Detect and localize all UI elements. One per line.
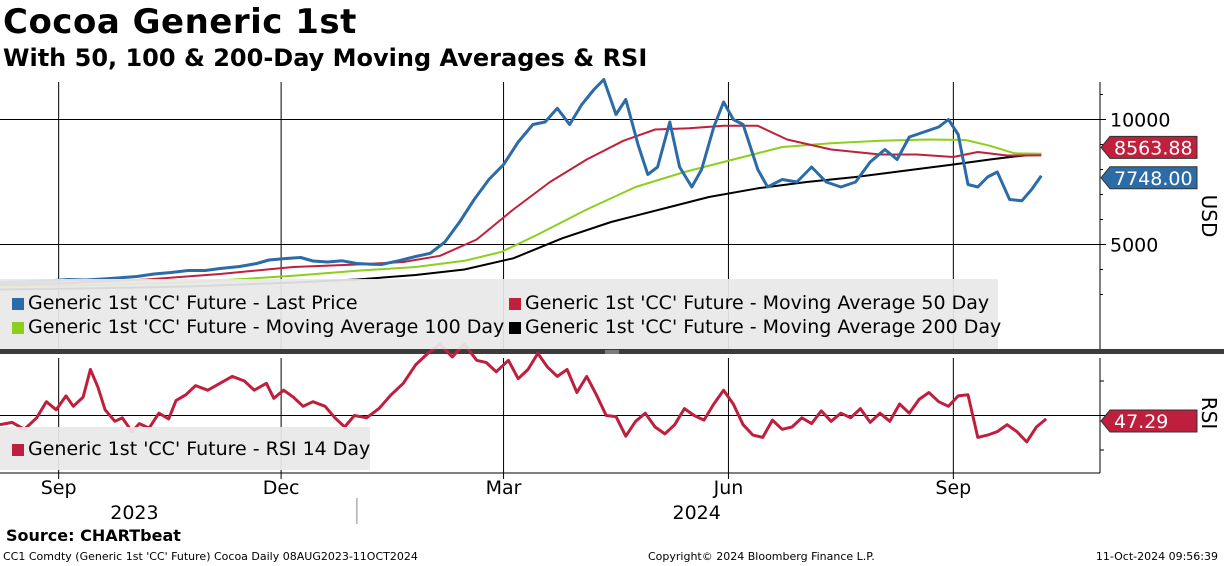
x-month-label-3: Jun bbox=[713, 477, 744, 499]
legend-swatch-ma50 bbox=[509, 298, 521, 310]
x-year-label-1: 2024 bbox=[672, 502, 720, 524]
price-ytick-label-1: 10000 bbox=[1110, 110, 1170, 132]
x-month-label-1: Dec bbox=[263, 477, 300, 499]
legend-item-ma200: Generic 1st 'CC' Future - Moving Average… bbox=[509, 315, 1001, 339]
x-month-label-2: Mar bbox=[486, 477, 522, 499]
legend-item-last: Generic 1st 'CC' Future - Last Price bbox=[12, 291, 358, 315]
value-tag-ma50-text: 8563.88 bbox=[1114, 137, 1193, 159]
value-tag-rsi: 47.29 bbox=[1100, 409, 1198, 433]
price-axis-title: USD bbox=[1197, 195, 1221, 238]
series-line-last bbox=[0, 78, 1043, 284]
price-legend: Generic 1st 'CC' Future - Last Price Gen… bbox=[0, 279, 1001, 349]
series-line-rsi bbox=[0, 342, 1048, 444]
legend-swatch-last bbox=[12, 298, 24, 310]
x-month-label-4: Sep bbox=[935, 477, 971, 499]
source-note: Source: CHARTbeat bbox=[6, 526, 181, 545]
x-month-label-0: Sep bbox=[41, 477, 77, 499]
x-year-label-0: 2023 bbox=[110, 502, 158, 524]
value-tag-rsi-text: 47.29 bbox=[1114, 411, 1168, 433]
series-line-ma200 bbox=[0, 153, 1042, 291]
value-tag-last: 7748.00 bbox=[1100, 166, 1198, 190]
value-tag-ma50: 8563.88 bbox=[1100, 135, 1198, 159]
value-tag-ma50-bg bbox=[1100, 135, 1198, 159]
legend-label-last: Generic 1st 'CC' Future - Last Price bbox=[28, 292, 358, 314]
value-tag-rsi-bg bbox=[1100, 409, 1198, 433]
legend-label-ma200: Generic 1st 'CC' Future - Moving Average… bbox=[525, 316, 1002, 338]
legend-swatch-ma200 bbox=[509, 322, 521, 334]
rsi-axis-title: RSI bbox=[1197, 397, 1221, 430]
footer-timestamp: 11-Oct-2024 09:56:39 bbox=[1095, 550, 1218, 563]
legend-item-rsi: Generic 1st 'CC' Future - RSI 14 Day bbox=[12, 437, 370, 461]
series-line-ma50 bbox=[0, 124, 1042, 286]
chart-title: Cocoa Generic 1st bbox=[3, 2, 357, 42]
legend-label-ma100: Generic 1st 'CC' Future - Moving Average… bbox=[28, 316, 505, 338]
chart-subtitle: With 50, 100 & 200-Day Moving Averages &… bbox=[3, 44, 648, 72]
series-line-ma100 bbox=[0, 138, 1042, 288]
footer-copyright: Copyright© 2024 Bloomberg Finance L.P. bbox=[648, 550, 875, 563]
legend-swatch-ma100 bbox=[12, 322, 24, 334]
legend-item-ma50: Generic 1st 'CC' Future - Moving Average… bbox=[509, 291, 989, 315]
legend-swatch-rsi bbox=[12, 444, 24, 456]
legend-label-ma50: Generic 1st 'CC' Future - Moving Average… bbox=[525, 292, 990, 314]
price-ytick-label-0: 5000 bbox=[1110, 235, 1158, 257]
legend-item-ma100: Generic 1st 'CC' Future - Moving Average… bbox=[12, 315, 504, 339]
legend-label-rsi: Generic 1st 'CC' Future - RSI 14 Day bbox=[28, 438, 371, 460]
value-tag-last-text: 7748.00 bbox=[1114, 168, 1193, 190]
footer-ticker: CC1 Comdty (Generic 1st 'CC' Future) Coc… bbox=[3, 550, 418, 563]
rsi-legend: Generic 1st 'CC' Future - RSI 14 Day bbox=[0, 427, 370, 470]
value-tag-last-bg bbox=[1100, 166, 1198, 190]
